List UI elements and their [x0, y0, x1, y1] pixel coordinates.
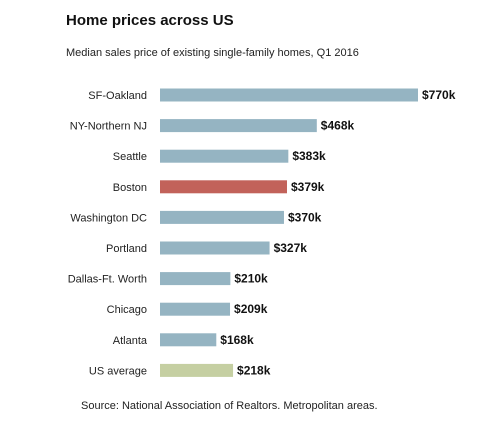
- category-label: Washington DC: [70, 212, 147, 224]
- value-label: $209k: [234, 302, 268, 316]
- category-label: Chicago: [107, 304, 147, 316]
- category-label: NY-Northern NJ: [70, 121, 147, 133]
- bar: [160, 119, 317, 133]
- bar: [160, 88, 418, 102]
- bar: [160, 180, 287, 194]
- category-label: Boston: [113, 182, 147, 194]
- bar: [160, 363, 234, 377]
- bar: [160, 302, 231, 316]
- value-label: $168k: [220, 333, 254, 347]
- value-label: $468k: [321, 119, 355, 133]
- chart-source: Source: National Association of Realtors…: [81, 400, 378, 412]
- value-label: $327k: [274, 241, 308, 255]
- category-label: US average: [89, 365, 147, 377]
- chart-title: Home prices across US: [66, 12, 234, 29]
- bar: [160, 241, 270, 255]
- value-label: $379k: [291, 180, 325, 194]
- chart-subtitle: Median sales price of existing single-fa…: [66, 47, 359, 59]
- category-label: SF-Oakland: [88, 90, 147, 102]
- bar: [160, 333, 217, 347]
- value-label: $370k: [288, 210, 322, 224]
- category-label: Seattle: [113, 151, 147, 163]
- category-label: Portland: [106, 243, 147, 255]
- value-label: $383k: [292, 149, 326, 163]
- bar: [160, 272, 231, 286]
- bars-group: SF-Oakland $770k NY-Northern NJ $468k Seattl…: [68, 88, 456, 377]
- value-label: $770k: [422, 88, 456, 102]
- category-label: Dallas-Ft. Worth: [68, 274, 147, 286]
- category-label: Atlanta: [113, 335, 148, 347]
- bar: [160, 210, 284, 224]
- bar: [160, 149, 289, 163]
- value-label: $210k: [234, 272, 268, 286]
- value-label: $218k: [237, 363, 271, 377]
